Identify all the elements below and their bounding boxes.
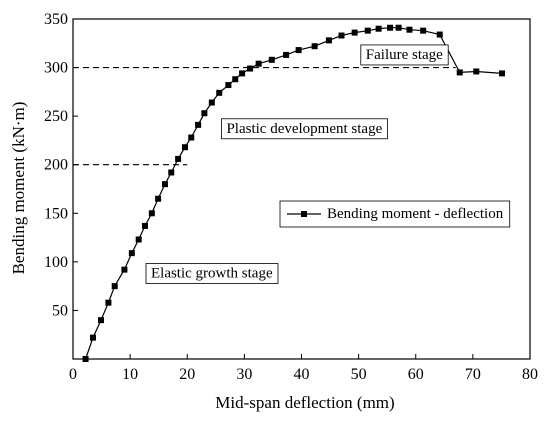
data-point <box>325 37 332 44</box>
data-point <box>188 134 195 141</box>
data-point <box>97 317 104 324</box>
data-point <box>111 283 118 290</box>
x-tick-label: 30 <box>236 366 252 383</box>
data-point <box>420 27 427 34</box>
x-tick-label: 80 <box>522 366 538 383</box>
data-point <box>141 222 148 229</box>
y-axis-title: Bending moment (kN·m) <box>9 102 28 275</box>
x-tick-label: 10 <box>122 366 138 383</box>
y-tick-label: 50 <box>52 302 68 319</box>
x-tick-label: 20 <box>179 366 195 383</box>
annotation: Elastic growth stage <box>145 263 279 284</box>
data-point <box>364 27 371 34</box>
y-tick-label: 250 <box>44 108 68 125</box>
annotation-box <box>221 118 388 140</box>
data-point <box>161 181 168 188</box>
data-point <box>456 69 463 76</box>
data-point <box>121 266 128 273</box>
y-tick-label: 300 <box>44 60 68 77</box>
data-point <box>268 56 275 63</box>
legend-marker-sample <box>301 211 307 217</box>
legend-box <box>279 200 511 228</box>
data-point <box>105 299 112 306</box>
data-point <box>201 110 208 117</box>
annotation: Failure stage <box>360 44 449 66</box>
data-point <box>128 250 135 257</box>
data-point <box>436 31 443 38</box>
annotation: Plastic development stage <box>221 118 388 140</box>
y-tick-label: 350 <box>44 11 68 28</box>
data-point <box>216 89 223 96</box>
data-point <box>155 195 162 202</box>
data-point <box>181 144 188 151</box>
legend: Bending moment - deflection <box>279 200 511 228</box>
x-tick-label: 70 <box>465 366 481 383</box>
y-tick-label: 200 <box>44 157 68 174</box>
data-point <box>175 155 182 162</box>
data-point <box>208 99 215 106</box>
data-point <box>395 24 402 31</box>
data-point <box>499 70 506 77</box>
data-point <box>351 29 358 36</box>
data-point <box>387 24 394 31</box>
data-point <box>255 60 262 67</box>
annotations-group: Elastic growth stage Plastic development … <box>145 44 449 284</box>
data-point <box>295 47 302 54</box>
x-tick-label: 50 <box>351 366 367 383</box>
data-point <box>406 26 413 33</box>
series-group <box>82 24 506 362</box>
series-line <box>85 27 503 360</box>
y-tick-label: 150 <box>44 205 68 222</box>
data-point <box>375 25 382 32</box>
plot-frame-group: 0 10 20 30 40 50 60 70 80 50 100 150 200 250 300 350 <box>44 11 538 383</box>
data-point <box>338 32 345 39</box>
reference-lines <box>73 67 456 166</box>
annotation-box <box>145 263 279 284</box>
annotation-box <box>360 44 449 66</box>
x-tick-label: 60 <box>408 366 424 383</box>
data-point <box>283 51 290 58</box>
data-point <box>168 169 175 176</box>
x-axis-title: Mid-span deflection (mm) <box>215 393 394 412</box>
data-point <box>148 210 155 217</box>
x-tick-label: 0 <box>69 366 77 383</box>
data-point <box>225 82 232 89</box>
x-tick-label: 40 <box>294 366 310 383</box>
annotation-text: Failure stage <box>366 47 443 63</box>
data-point <box>247 65 254 72</box>
data-point <box>89 334 96 341</box>
data-point <box>82 356 89 362</box>
annotation-text: Elastic growth stage <box>151 266 273 282</box>
data-point <box>239 70 246 77</box>
data-point <box>232 76 239 83</box>
legend-label: Bending moment - deflection <box>327 206 504 222</box>
data-point <box>135 236 142 243</box>
data-point <box>311 43 318 50</box>
annotation-text: Plastic development stage <box>226 121 382 137</box>
data-point <box>473 68 480 75</box>
data-point <box>195 121 202 128</box>
y-tick-label: 100 <box>44 254 68 271</box>
